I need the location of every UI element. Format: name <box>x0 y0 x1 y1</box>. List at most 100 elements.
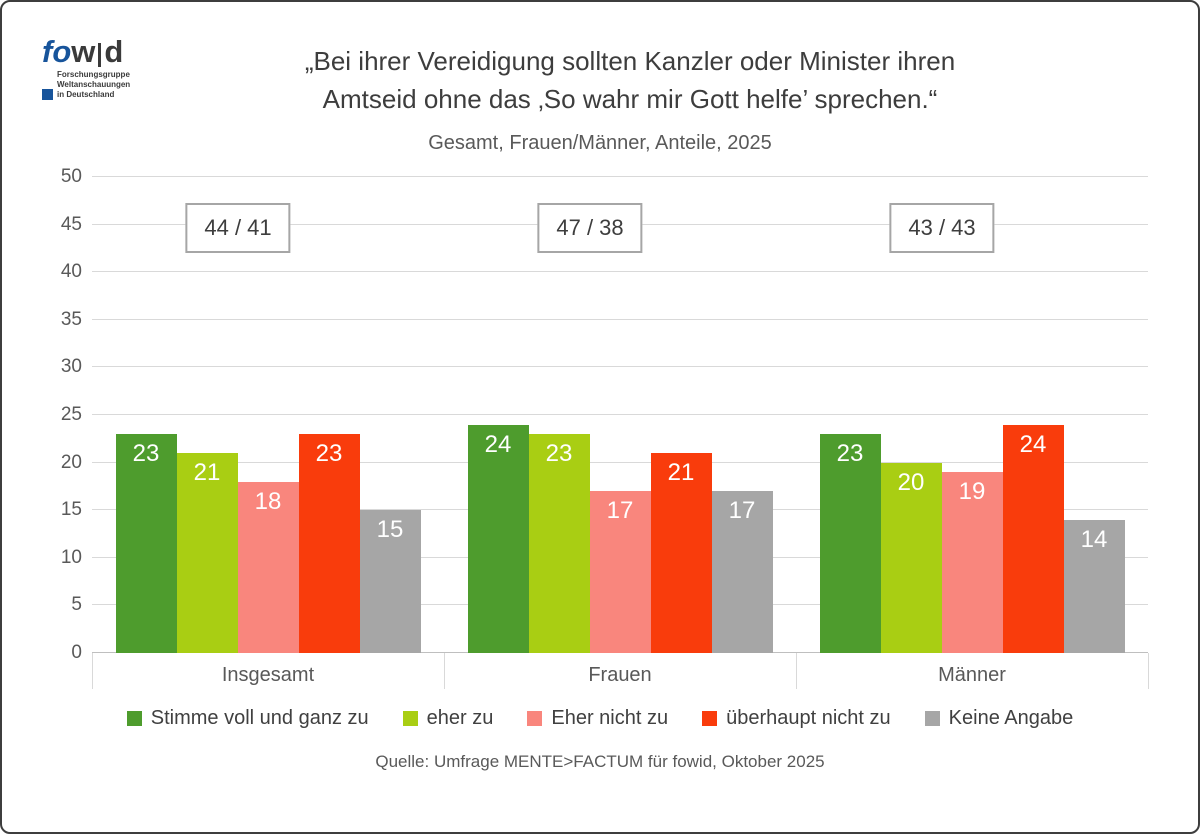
logo-subtitle-block: Forschungsgruppe Weltanschauungen in Deu… <box>42 70 130 100</box>
legend-label: Keine Angabe <box>948 707 1074 729</box>
legend-swatch <box>527 711 543 726</box>
bar: 23 <box>528 434 590 653</box>
y-axis: 0 5 10 15 20 25 30 35 40 45 50 <box>44 166 92 663</box>
x-category-label: Frauen <box>588 663 652 686</box>
legend-item: Keine Angabe <box>924 707 1074 730</box>
legend-swatch <box>126 711 142 726</box>
annotation-box: 44 / 41 <box>185 203 291 254</box>
y-tick-label: 20 <box>60 451 82 473</box>
fowid-logo-wordmark: fo w d <box>42 36 130 67</box>
legend-label: Eher nicht zu <box>551 707 669 729</box>
x-axis-tick <box>1148 653 1149 689</box>
x-axis-spacer <box>44 653 92 697</box>
x-axis-tick <box>92 653 93 689</box>
logo-text-fo: fo <box>42 34 72 69</box>
bar-value-label: 14 <box>1080 525 1108 553</box>
bar: 19 <box>941 472 1003 653</box>
bar-value-label: 19 <box>958 478 986 506</box>
logo-blue-square <box>42 89 53 100</box>
logo-subtitle-line3: in Deutschland <box>57 90 115 99</box>
chart-title: „Bei ihrer Vereidigung sollten Kanzler o… <box>182 42 1078 118</box>
chart-subtitle: Gesamt, Frauen/Männer, Anteile, 2025 <box>428 132 772 154</box>
bar: 14 <box>1063 519 1125 653</box>
bar: 23 <box>819 434 881 653</box>
legend-swatch <box>402 711 418 726</box>
annotation-box: 47 / 38 <box>537 203 643 254</box>
x-axis-labels: Insgesamt Frauen Männer <box>92 653 1149 697</box>
bar-group-männer: 23 20 19 24 14 43 / 43 <box>796 177 1148 653</box>
bar-value-label: 24 <box>1019 430 1047 458</box>
legend-label: überhaupt nicht zu <box>726 707 891 729</box>
x-category-label: Insgesamt <box>221 663 315 686</box>
bar-value-label: 17 <box>728 497 756 525</box>
bar: 18 <box>237 481 299 653</box>
source-note: Quelle: Umfrage MENTE>FACTUM für fowid, … <box>375 752 825 771</box>
y-tick-label: 15 <box>60 499 82 521</box>
y-tick-label: 25 <box>60 404 82 425</box>
bar-value-label: 24 <box>484 430 512 458</box>
fowid-logo: fo w d Forschungsgruppe Weltanschauungen i… <box>42 36 130 100</box>
legend-item: Stimme voll und ganz zu <box>126 707 369 730</box>
bar-value-label: 23 <box>132 440 160 468</box>
bar-group-frauen: 24 23 17 21 17 47 / 38 <box>444 177 796 653</box>
gridline <box>92 414 1148 415</box>
gridline <box>92 366 1148 368</box>
chart-area: 0 5 10 15 20 25 30 35 40 45 50 23 21 18 23 15 44 / 41 24… <box>44 166 1148 663</box>
x-axis-tick <box>796 653 797 689</box>
x-category-label: Männer <box>938 663 1006 686</box>
bar: 21 <box>650 453 712 653</box>
legend-swatch <box>702 711 718 726</box>
bar-group-insgesamt: 23 21 18 23 15 44 / 41 <box>92 177 444 653</box>
bar: 24 <box>467 424 529 653</box>
legend-item: eher zu <box>402 707 494 730</box>
legend-item: Eher nicht zu <box>527 707 668 730</box>
bar: 23 <box>298 434 360 653</box>
bar-value-label: 15 <box>376 516 404 544</box>
bar-value-label: 23 <box>315 440 343 468</box>
y-tick-label: 50 <box>60 166 82 187</box>
legend: Stimme voll und ganz zu eher zu Eher nicht… <box>2 707 1198 730</box>
bar-value-label: 21 <box>193 459 221 487</box>
chart-title-line2: Amtseid ohne das ‚So wahr mir Gott helfe… <box>322 84 938 114</box>
bar-value-label: 23 <box>836 440 864 468</box>
logo-subtitle-text: Forschungsgruppe Weltanschauungen in Deu… <box>57 70 130 100</box>
bar: 20 <box>880 462 942 653</box>
gridline <box>92 271 1148 273</box>
bar-value-label: 20 <box>897 468 925 496</box>
bar: 15 <box>359 510 421 653</box>
bar-value-label: 17 <box>606 497 634 525</box>
y-tick-label: 40 <box>60 261 82 283</box>
legend-label: eher zu <box>426 707 494 729</box>
bar-value-label: 18 <box>254 487 282 515</box>
x-axis-tick <box>444 653 445 689</box>
logo-subtitle-line2: Weltanschauungen <box>57 80 131 89</box>
logo-i-bar <box>98 43 102 67</box>
chart-title-line1: „Bei ihrer Vereidigung sollten Kanzler o… <box>304 46 956 76</box>
plot-area: 23 21 18 23 15 44 / 41 24 23 17 21 17 47 / 38 23 20 19… <box>92 176 1148 653</box>
logo-subtitle-line1: Forschungsgruppe <box>57 70 130 79</box>
y-tick-label: 45 <box>60 213 82 235</box>
y-tick-label: 30 <box>60 356 82 378</box>
y-tick-label: 10 <box>60 546 82 568</box>
y-tick-label: 0 <box>71 642 82 663</box>
bar-value-label: 21 <box>667 459 695 487</box>
gridline <box>92 461 1148 463</box>
legend-swatch <box>924 711 940 726</box>
annotation-box: 43 / 43 <box>889 203 995 254</box>
gridline <box>92 318 1148 320</box>
bar: 23 <box>115 434 177 653</box>
bar: 17 <box>589 491 651 653</box>
y-tick-label: 35 <box>60 308 82 330</box>
y-tick-label: 5 <box>71 594 82 616</box>
bar: 17 <box>711 491 773 653</box>
bar-value-label: 23 <box>545 440 573 468</box>
bar: 21 <box>176 453 238 653</box>
logo-text-d: d <box>104 34 124 69</box>
bar: 24 <box>1002 424 1064 653</box>
legend-label: Stimme voll und ganz zu <box>150 707 369 729</box>
logo-text-w: w <box>71 34 96 69</box>
x-axis-row: Insgesamt Frauen Männer <box>44 653 1149 697</box>
gridline <box>92 176 1148 177</box>
legend-item: überhaupt nicht zu <box>702 707 891 730</box>
